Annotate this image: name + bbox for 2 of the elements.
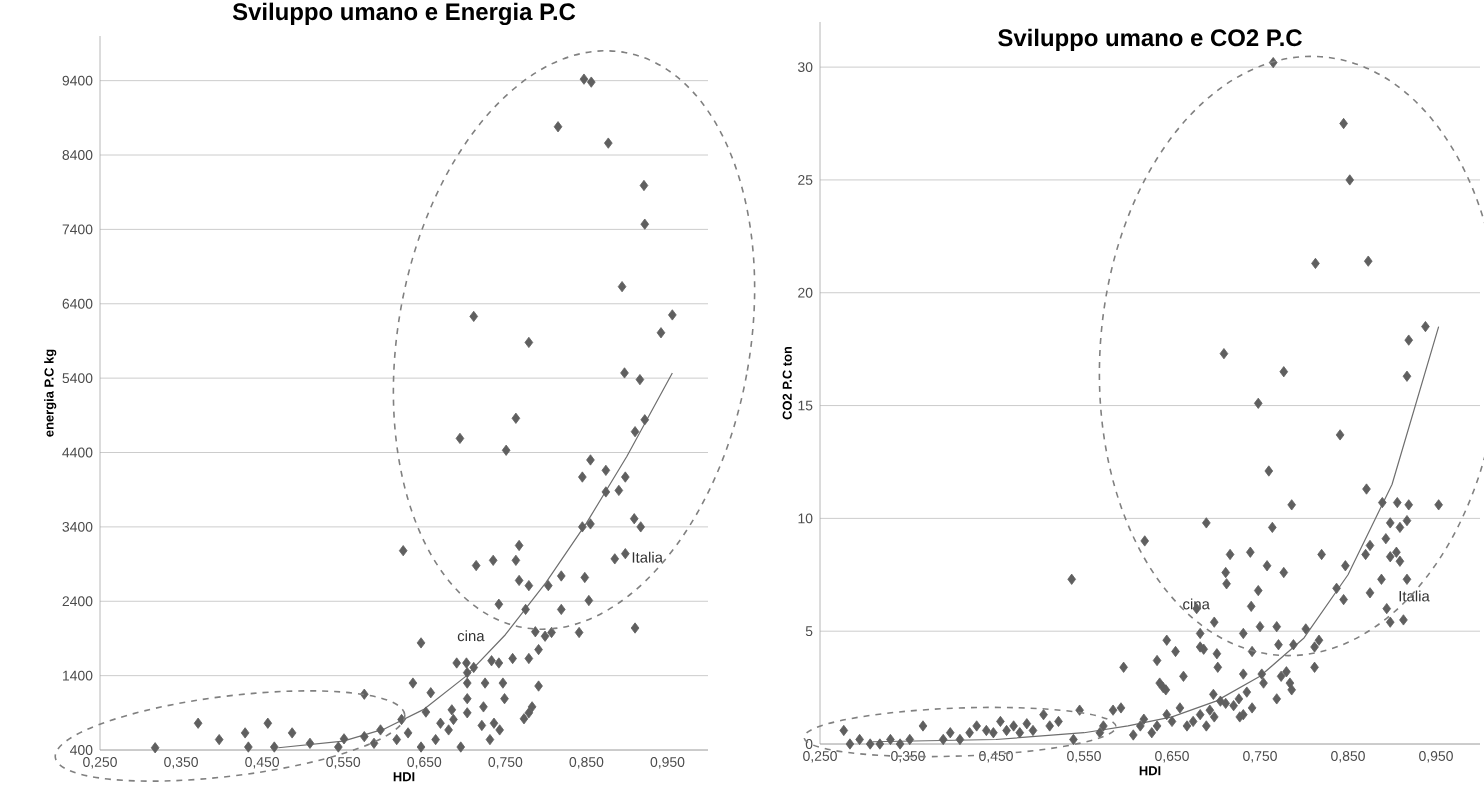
chart-title: Sviluppo umano e Energia P.C: [232, 2, 576, 26]
chart-title: Sviluppo umano e CO2 P.C: [998, 28, 1302, 51]
